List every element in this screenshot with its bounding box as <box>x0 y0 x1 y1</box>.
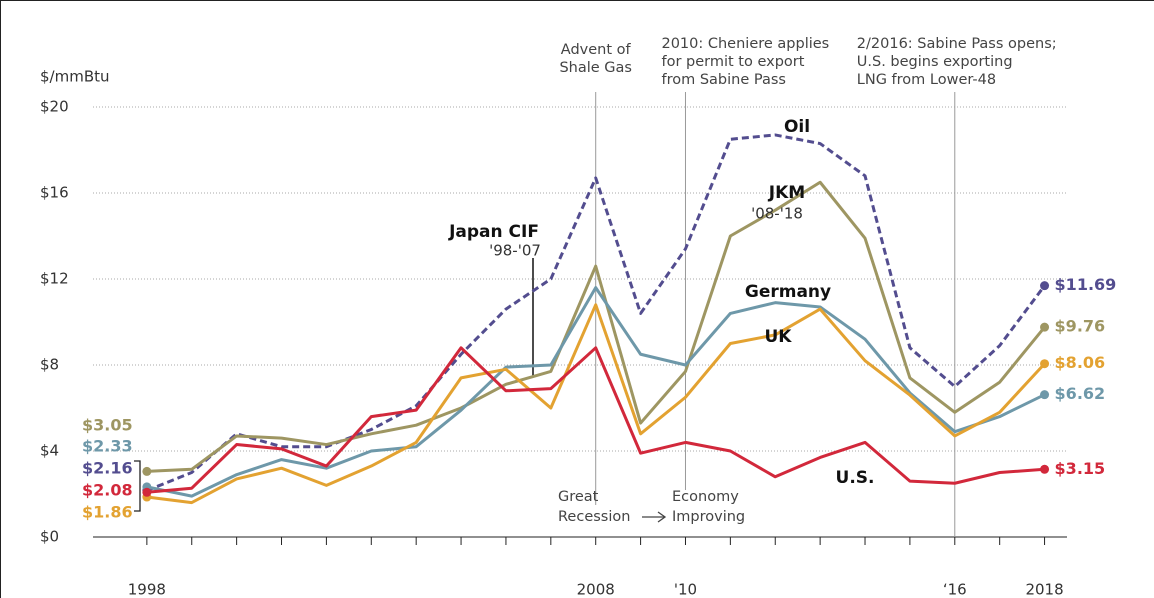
x-tick-label: 1998 <box>128 581 166 598</box>
y-tick-label: $8 <box>40 356 59 374</box>
event-label: LNG from Lower-48 <box>857 72 996 88</box>
y-tick-label: $20 <box>40 98 69 116</box>
series-name: Oil <box>784 117 810 137</box>
end-dot <box>142 466 152 476</box>
end-label: $6.62 <box>1055 384 1106 403</box>
end-label: $11.69 <box>1055 275 1117 294</box>
bracket <box>134 460 141 512</box>
end-dot <box>1040 464 1050 474</box>
start-label: $2.08 <box>82 481 133 500</box>
x-tick-label: '10 <box>674 581 697 598</box>
series-name: JKM <box>768 183 805 203</box>
end-label: $3.15 <box>1055 459 1106 478</box>
start-label: $1.86 <box>82 503 133 522</box>
start-label: $2.16 <box>82 459 133 478</box>
series-name: Germany <box>745 282 831 302</box>
event-label: Shale Gas <box>559 60 632 76</box>
event-label: for permit to export <box>661 54 804 70</box>
start-label: $2.33 <box>82 437 133 456</box>
series-name: U.S. <box>836 468 875 488</box>
recovery-label: Economy <box>672 489 739 505</box>
y-tick-label: $0 <box>40 528 59 546</box>
series-line <box>146 133 1046 492</box>
recovery-label: Improving <box>672 509 745 525</box>
y-tick-label: $16 <box>40 184 69 202</box>
recession-label: Recession <box>558 509 630 525</box>
event-label: Advent of <box>561 42 632 58</box>
y-tick-label: $12 <box>40 270 69 288</box>
end-label: $8.06 <box>1055 353 1106 372</box>
end-label: $9.76 <box>1055 317 1106 336</box>
x-tick-label: 2008 <box>577 581 615 598</box>
series-sublabel: '08-'18 <box>751 205 803 223</box>
y-axis-label: $/mmBtu <box>40 68 110 86</box>
arrow-head <box>657 511 667 523</box>
series-name: UK <box>765 327 793 347</box>
series-line <box>146 180 1046 473</box>
x-tick-label: 2018 <box>1025 581 1063 598</box>
series-line <box>146 303 1046 505</box>
event-label: U.S. begins exporting <box>857 54 1013 70</box>
x-tick-label: ‘16 <box>943 581 967 598</box>
series-line <box>146 286 1046 498</box>
series-line <box>146 346 1045 494</box>
y-tick-label: $4 <box>40 442 59 460</box>
end-dot <box>142 487 152 497</box>
end-dot <box>1040 281 1050 291</box>
series-name: Japan CIF <box>448 222 539 242</box>
recession-label: Great <box>558 489 599 505</box>
series-sublabel: '98-'07 <box>489 242 541 260</box>
end-dot <box>1040 359 1050 369</box>
event-label: 2010: Cheniere applies <box>661 36 829 52</box>
start-label: $3.05 <box>82 416 133 435</box>
end-dot <box>1040 322 1050 332</box>
event-label: from Sabine Pass <box>661 72 785 88</box>
end-dot <box>1040 390 1050 400</box>
event-label: 2/2016: Sabine Pass opens; <box>857 36 1057 52</box>
